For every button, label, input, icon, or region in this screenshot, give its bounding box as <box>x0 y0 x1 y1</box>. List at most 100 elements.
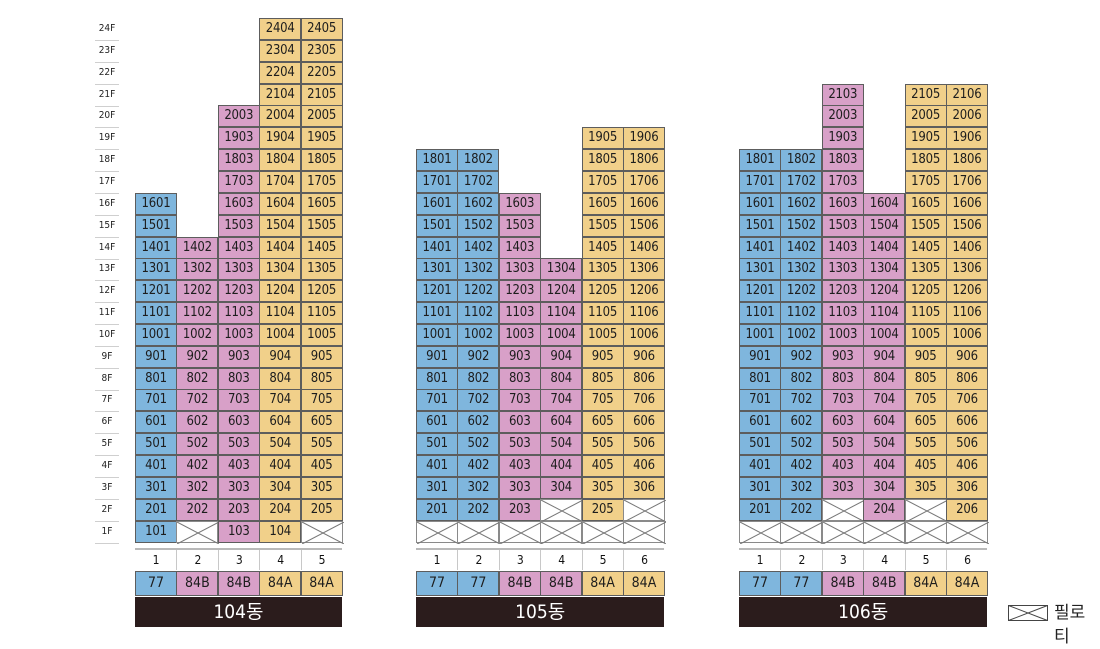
unit-type: 84A <box>300 571 343 596</box>
unit-cell: 2004 <box>259 105 302 128</box>
floor-label: 7F <box>95 389 119 413</box>
piloti-cross-icon <box>541 521 584 544</box>
unit-cell: 1202 <box>176 280 219 303</box>
unit-cell: 705 <box>904 389 947 412</box>
floor-label: 18F <box>95 149 119 173</box>
unit-cell: 1805 <box>904 149 947 172</box>
unit-cell: 1906 <box>946 127 988 150</box>
floor-label: 9F <box>95 346 119 369</box>
unit-cell: 1102 <box>780 302 823 325</box>
unit-cell: 403 <box>821 455 864 477</box>
unit-cell: 1002 <box>457 323 500 346</box>
piloti-cell <box>581 520 625 544</box>
unit-cell: 605 <box>904 411 947 434</box>
unit-type: 77 <box>780 571 823 596</box>
unit-cell: 505 <box>581 433 624 456</box>
piloti-cell <box>623 520 666 544</box>
floor-label: 19F <box>95 127 119 151</box>
piloti-cell <box>904 520 948 544</box>
piloti-cross-icon <box>541 499 584 522</box>
unit-cell: 1401 <box>416 236 458 259</box>
unit-cell: 602 <box>176 411 219 434</box>
unit-cell: 1404 <box>863 236 906 259</box>
unit-cell: 104 <box>259 520 302 543</box>
unit-cell: 1103 <box>498 302 541 325</box>
unit-cell: 1506 <box>623 214 665 237</box>
unit-cell: 906 <box>946 345 988 368</box>
unit-cell: 1501 <box>739 214 781 237</box>
unit-cell: 1106 <box>946 302 988 325</box>
piloti-cross-icon <box>1008 605 1048 621</box>
unit-cell: 1504 <box>259 214 302 237</box>
unit-cell: 1705 <box>581 170 624 193</box>
building-2: 1801 1701 1601 1501 1401 1301 1201 1101 1001 901 8… <box>416 0 666 642</box>
unit-cell: 1004 <box>540 323 583 346</box>
unit-cell: 801 <box>739 367 781 390</box>
unit-cell: 1306 <box>623 258 665 281</box>
unit-cell: 502 <box>780 433 823 456</box>
unit-cell: 1204 <box>259 280 302 303</box>
piloti-cross-icon <box>905 499 948 522</box>
unit-cell: 1706 <box>946 170 988 193</box>
unit-cell: 1004 <box>863 323 906 346</box>
unit-type: 77 <box>416 571 458 596</box>
unit-cell: 2304 <box>259 39 302 62</box>
piloti-cell <box>176 520 220 544</box>
floor-label: 4F <box>95 455 119 478</box>
unit-cell: 405 <box>300 455 343 477</box>
unit-cell: 502 <box>176 433 219 456</box>
unit-cell: 805 <box>581 367 624 390</box>
unit-cell: 403 <box>498 455 541 477</box>
unit-cell: 1505 <box>581 214 624 237</box>
building-name: 106동 <box>739 597 988 627</box>
unit-cell: 702 <box>176 389 219 412</box>
unit-cell: 403 <box>217 455 260 477</box>
line-number: 5 <box>300 550 343 570</box>
piloti-cell <box>300 520 344 544</box>
line-number: 6 <box>623 550 665 570</box>
unit-cell: 306 <box>623 476 665 499</box>
unit-cell: 401 <box>135 455 177 477</box>
unit-cell: 804 <box>259 367 302 390</box>
piloti-cell <box>498 520 542 544</box>
unit-cell: 1005 <box>300 323 343 346</box>
unit-cell: 1206 <box>623 280 665 303</box>
unit-cell: 606 <box>946 411 988 434</box>
unit-cell: 701 <box>135 389 177 412</box>
unit-cell: 1603 <box>217 192 260 215</box>
unit-cell: 604 <box>259 411 302 434</box>
unit-cell: 1603 <box>498 192 541 215</box>
unit-cell: 1206 <box>946 280 988 303</box>
unit-type: 77 <box>739 571 781 596</box>
unit-cell: 1205 <box>904 280 947 303</box>
unit-cell: 1102 <box>176 302 219 325</box>
unit-cell: 701 <box>739 389 781 412</box>
unit-cell: 404 <box>863 455 906 477</box>
unit-cell: 1903 <box>217 127 260 150</box>
unit-cell: 1601 <box>135 192 177 215</box>
unit-cell: 1305 <box>300 258 343 281</box>
unit-cell: 204 <box>863 498 906 521</box>
unit-cell: 902 <box>457 345 500 368</box>
unit-cell: 1402 <box>780 236 823 259</box>
unit-cell: 1501 <box>416 214 458 237</box>
floor-label: 17F <box>95 171 119 194</box>
unit-cell: 605 <box>581 411 624 434</box>
unit-cell: 402 <box>176 455 219 477</box>
unit-cell: 1705 <box>300 170 343 193</box>
unit-cell: 1706 <box>623 170 665 193</box>
unit-cell: 705 <box>581 389 624 412</box>
unit-cell: 1302 <box>780 258 823 281</box>
unit-cell: 1104 <box>863 302 906 325</box>
unit-cell: 301 <box>135 476 177 499</box>
unit-cell: 904 <box>259 345 302 368</box>
unit-cell: 1204 <box>540 280 583 303</box>
unit-cell: 1304 <box>259 258 302 281</box>
unit-cell: 1503 <box>498 214 541 237</box>
unit-cell: 901 <box>739 345 781 368</box>
unit-cell: 103 <box>217 520 260 543</box>
unit-cell: 201 <box>739 498 781 521</box>
piloti-cross-icon <box>624 499 666 522</box>
unit-cell: 305 <box>581 476 624 499</box>
unit-cell: 406 <box>623 455 665 477</box>
